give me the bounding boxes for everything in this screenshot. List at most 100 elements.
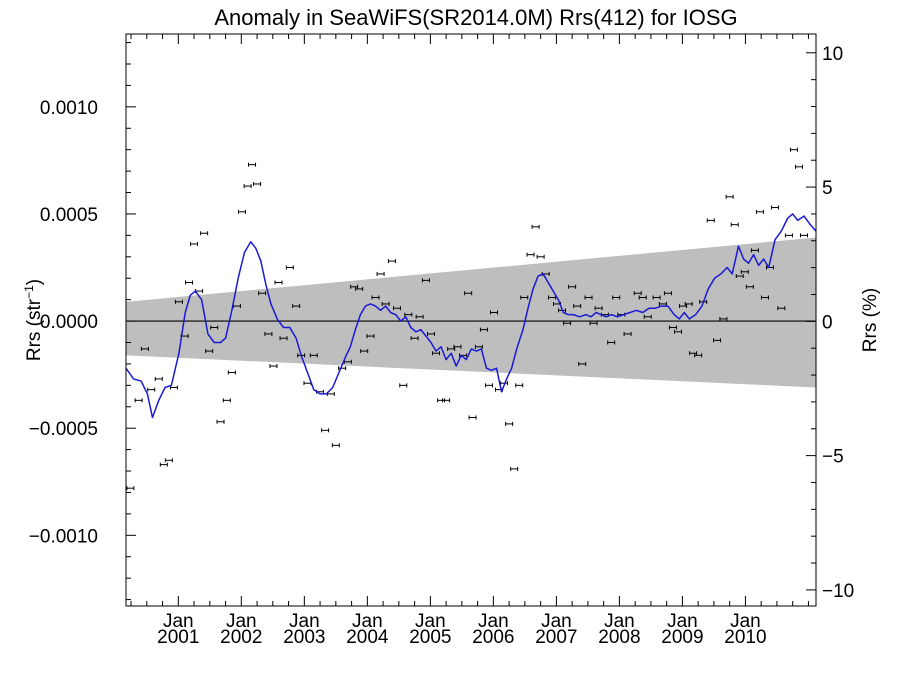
data-point (376, 271, 385, 276)
data-point (269, 364, 278, 369)
data-point (134, 398, 143, 403)
data-point (584, 295, 593, 300)
data-point (684, 301, 693, 306)
data-point (360, 349, 369, 354)
data-point (205, 349, 214, 354)
x-tick-label-month: Jan (604, 611, 635, 632)
data-point (612, 295, 621, 300)
data-point (442, 398, 451, 403)
data-point (725, 194, 734, 199)
y-left-tick-label: 0.0005 (40, 205, 98, 226)
data-point (410, 336, 419, 341)
x-tick-label-year: 2007 (535, 627, 577, 648)
data-point (292, 304, 301, 309)
data-point (321, 428, 330, 433)
data-point (706, 218, 715, 223)
trend-line-group (125, 213, 817, 419)
y-axis-left-label: Rrs (str−1) (22, 279, 45, 361)
data-point (777, 306, 786, 311)
data-point (531, 224, 540, 229)
x-tick-label-month: Jan (730, 611, 761, 632)
x-tick-label-year: 2006 (472, 627, 514, 648)
data-point (694, 353, 703, 358)
data-point (164, 458, 173, 463)
data-point (421, 278, 430, 283)
data-point (355, 286, 364, 291)
y-left-tick-label: −0.0010 (29, 526, 98, 547)
data-point (309, 353, 318, 358)
x-tick-label-year: 2008 (598, 627, 640, 648)
y-right-tick-label: 5 (822, 178, 833, 199)
data-point (279, 336, 288, 341)
data-point (766, 265, 774, 270)
data-point (243, 184, 252, 189)
data-point (568, 284, 577, 289)
x-tick-label-month: Jan (415, 611, 446, 632)
x-tick-label-month: Jan (163, 611, 194, 632)
data-point (689, 351, 698, 356)
data-point (623, 331, 632, 336)
x-tick-label-year: 2001 (157, 627, 199, 648)
y-axis-left-label-main: Rrs (str (24, 298, 45, 361)
data-point (730, 222, 739, 227)
data-point (474, 344, 483, 349)
data-point (658, 301, 667, 306)
data-point (479, 327, 488, 332)
data-point (216, 419, 225, 424)
x-tick-label-month: Jan (478, 611, 509, 632)
data-point (663, 291, 672, 296)
data-point (745, 284, 754, 289)
data-point (771, 205, 780, 210)
data-point (638, 295, 647, 300)
y-left-tick-label: −0.0005 (29, 419, 98, 440)
data-point (484, 383, 493, 388)
y-right-tick-label: −10 (822, 581, 854, 602)
data-point (794, 164, 803, 169)
data-point (784, 233, 793, 238)
data-point (633, 291, 642, 296)
data-point (200, 231, 209, 236)
data-point (159, 462, 168, 467)
chart-title: Anomaly in SeaWiFS(SR2014.0M) Rrs(412) f… (214, 5, 737, 30)
data-point (366, 334, 375, 339)
y-right-tick-label: −5 (822, 447, 844, 468)
data-point (447, 346, 456, 351)
data-point (392, 306, 401, 311)
data-point (468, 415, 477, 420)
data-point (258, 291, 267, 296)
x-tick-label-month: Jan (541, 611, 572, 632)
data-point (674, 329, 682, 334)
data-point (174, 299, 183, 304)
axes-group: 0.0010 0.0005 0.0000 −0.0005 −0.0010 10 5 0 −5 −1… (29, 34, 854, 648)
data-point (735, 274, 744, 279)
data-point (404, 312, 413, 317)
y-left-tick-label: 0.0000 (40, 312, 98, 333)
trend-line (125, 213, 817, 419)
data-point (750, 248, 759, 253)
data-point (399, 383, 408, 388)
uncertainty-band (126, 237, 816, 388)
data-point (594, 306, 603, 311)
data-point (303, 381, 312, 386)
data-point (264, 331, 273, 336)
y-axis-left-label-superscript: −1 (22, 285, 36, 299)
data-point (526, 252, 535, 257)
data-point (740, 269, 749, 274)
data-point (222, 398, 231, 403)
data-point (185, 280, 194, 285)
data-point (387, 259, 396, 264)
data-point (248, 162, 257, 167)
x-tick-label-year: 2010 (724, 627, 766, 648)
data-point (371, 295, 380, 300)
data-point (800, 233, 809, 238)
data-point (719, 316, 728, 321)
data-point (426, 331, 435, 336)
data-point (415, 314, 424, 319)
data-point (760, 295, 769, 300)
data-point (237, 209, 246, 214)
data-point (536, 254, 545, 259)
data-point (515, 383, 524, 388)
y-left-tick-label: 0.0010 (40, 98, 98, 119)
y-axis-left-label-close: ) (24, 279, 45, 285)
data-point (563, 321, 572, 326)
